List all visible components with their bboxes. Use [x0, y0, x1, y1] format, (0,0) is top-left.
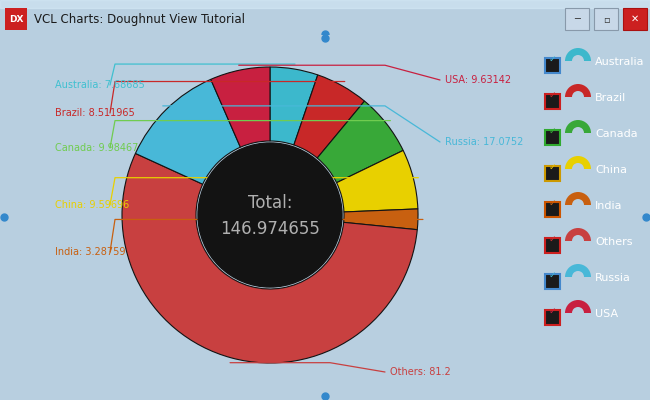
FancyBboxPatch shape [545, 238, 560, 252]
Text: USA: USA [595, 309, 618, 319]
Text: China: China [595, 165, 627, 175]
Wedge shape [565, 48, 591, 61]
Text: Brazil: 8.511965: Brazil: 8.511965 [55, 108, 135, 118]
Wedge shape [135, 79, 240, 184]
FancyBboxPatch shape [565, 8, 589, 30]
Wedge shape [565, 300, 591, 313]
Text: VCL Charts: Doughnut View Tutorial: VCL Charts: Doughnut View Tutorial [34, 12, 245, 26]
Text: ─: ─ [574, 14, 580, 24]
Text: Brazil: Brazil [595, 93, 626, 103]
Text: ✓: ✓ [549, 55, 556, 64]
Wedge shape [565, 192, 591, 205]
Text: India: India [595, 201, 623, 211]
FancyBboxPatch shape [5, 8, 27, 30]
Text: Canada: 9.98467: Canada: 9.98467 [55, 143, 138, 153]
FancyBboxPatch shape [545, 130, 560, 144]
Text: Russia: Russia [595, 273, 631, 283]
Wedge shape [344, 209, 418, 230]
Wedge shape [565, 228, 591, 241]
Text: Others: 81.2: Others: 81.2 [390, 367, 450, 377]
Text: Others: Others [595, 237, 632, 247]
FancyBboxPatch shape [545, 166, 560, 180]
FancyBboxPatch shape [623, 8, 647, 30]
FancyBboxPatch shape [594, 8, 618, 30]
Wedge shape [294, 75, 365, 158]
Wedge shape [270, 67, 318, 145]
Text: Australia: 7.68685: Australia: 7.68685 [55, 80, 145, 90]
Wedge shape [122, 154, 417, 363]
FancyBboxPatch shape [545, 202, 560, 216]
Text: Canada: Canada [595, 129, 638, 139]
Text: ✓: ✓ [549, 163, 556, 172]
Wedge shape [337, 150, 418, 212]
Text: ✓: ✓ [549, 307, 556, 316]
FancyBboxPatch shape [545, 274, 560, 288]
Text: India: 3.28759: India: 3.28759 [55, 247, 125, 257]
Wedge shape [211, 67, 270, 147]
Text: ✓: ✓ [549, 235, 556, 244]
Bar [0, 0, 650, 8]
Text: 146.974655: 146.974655 [220, 220, 320, 238]
Text: ✓: ✓ [549, 91, 556, 100]
Text: ✕: ✕ [631, 14, 639, 24]
Text: Australia: Australia [595, 57, 645, 67]
Wedge shape [317, 101, 403, 183]
Wedge shape [565, 84, 591, 97]
Wedge shape [565, 264, 591, 277]
Circle shape [198, 143, 342, 287]
Text: ✓: ✓ [549, 271, 556, 280]
FancyBboxPatch shape [545, 310, 560, 324]
Text: Russia: 17.0752: Russia: 17.0752 [445, 137, 523, 147]
Text: DX: DX [8, 14, 23, 24]
Text: China: 9.59696: China: 9.59696 [55, 200, 129, 210]
Text: USA: 9.63142: USA: 9.63142 [445, 75, 511, 85]
Text: ▫: ▫ [603, 14, 609, 24]
Wedge shape [565, 120, 591, 133]
Text: ✓: ✓ [549, 199, 556, 208]
FancyBboxPatch shape [545, 94, 560, 108]
Wedge shape [565, 156, 591, 169]
Text: ✓: ✓ [549, 127, 556, 136]
Text: Total:: Total: [248, 194, 292, 212]
FancyBboxPatch shape [545, 58, 560, 72]
